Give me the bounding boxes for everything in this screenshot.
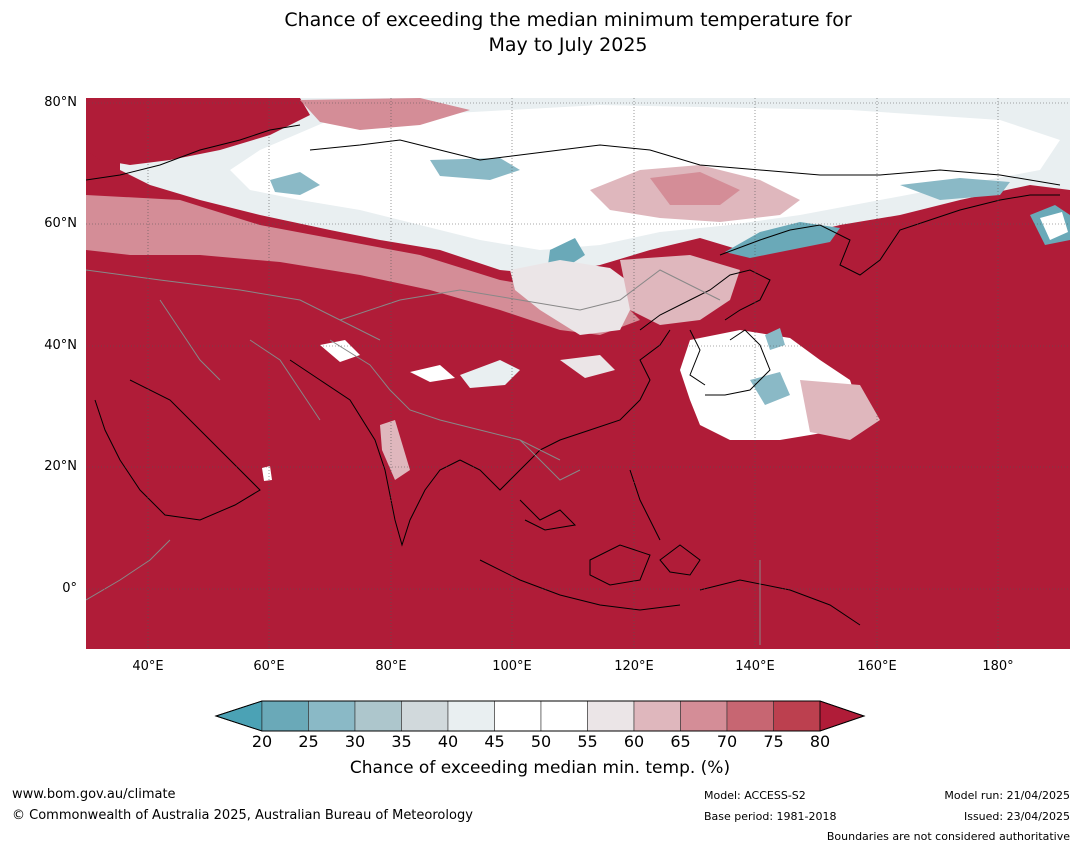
colorbar-tick-label: 45 — [484, 732, 505, 751]
coastlines — [86, 124, 1061, 626]
colorbar-swatch — [494, 700, 542, 732]
lon-label: 60°E — [253, 659, 285, 674]
teal-patch-okhotsk — [725, 222, 840, 258]
colorbar-swatch — [680, 700, 728, 732]
lon-label: 40°E — [132, 659, 164, 674]
map-area — [86, 98, 1070, 649]
colorbar-tick-label: 25 — [298, 732, 319, 751]
teal-patch-west — [270, 172, 320, 195]
teal-patch-central — [430, 158, 520, 180]
colorbar-swatch — [308, 700, 356, 732]
colorbar-swatch — [726, 700, 774, 732]
teal-patch-baikal — [548, 238, 585, 268]
colorbar-tick-label: 20 — [251, 732, 273, 751]
tibet-patch-1 — [410, 365, 455, 382]
map-title: Chance of exceeding the median minimum t… — [0, 8, 1081, 58]
title-line-2: May to July 2025 — [488, 34, 648, 56]
lon-label: 160°E — [857, 659, 897, 674]
model-run-text: Model run: 21/04/2025 — [944, 789, 1070, 802]
midlat-pink-band — [86, 195, 640, 335]
copyright-text: © Commonwealth of Australia 2025, Austra… — [12, 808, 473, 823]
colorbar — [214, 700, 866, 732]
pamir-patch — [320, 340, 360, 362]
arabia-patch — [262, 466, 272, 481]
china-patch — [560, 355, 615, 378]
colorbar-under-arrow — [214, 700, 263, 732]
colorbar-tick-label: 70 — [716, 732, 738, 751]
colorbar-swatch — [354, 700, 402, 732]
base-period-text: Base period: 1981-2018 — [704, 810, 837, 823]
manchuria-pale — [620, 255, 740, 325]
teal-patch-chukotka — [900, 178, 1010, 200]
title-line-1: Chance of exceeding the median minimum t… — [284, 9, 852, 31]
lon-label: 140°E — [735, 659, 775, 674]
colorbar-tick-label: 55 — [577, 732, 598, 751]
colorbar-tick-label: 50 — [530, 732, 552, 751]
colorbar-swatch — [447, 700, 495, 732]
colorbar-tick-label: 80 — [809, 732, 831, 751]
issued-text: Issued: 23/04/2025 — [963, 810, 1070, 823]
india-patch — [380, 420, 410, 480]
colorbar-over-arrow — [819, 700, 866, 732]
lat-label: 0° — [62, 581, 77, 596]
lat-label: 40°N — [44, 338, 77, 353]
colorbar-swatch — [587, 700, 635, 732]
lat-label: 60°N — [44, 216, 77, 231]
colorbar-swatch — [540, 700, 588, 732]
lat-label: 80°N — [44, 95, 77, 110]
lon-label: 180° — [982, 659, 1014, 674]
colorbar-tick-label: 30 — [344, 732, 366, 751]
colorbar-outline — [214, 700, 866, 732]
scandinavia-red — [86, 98, 310, 165]
colorbar-tick-label: 40 — [437, 732, 459, 751]
colorbar-swatch — [633, 700, 681, 732]
country-borders — [86, 269, 761, 645]
colorbar-swatch — [401, 700, 449, 732]
japan-teal-north — [765, 328, 785, 350]
colorbar-tick-label: 65 — [670, 732, 691, 751]
kara-pink — [300, 98, 470, 130]
disclaimer-text: Boundaries are not considered authoritat… — [826, 830, 1070, 843]
website-link[interactable]: www.bom.gov.au/climate — [12, 787, 176, 802]
lon-label: 100°E — [492, 659, 532, 674]
white-patch-bering — [1040, 212, 1068, 240]
colorbar-tick-label: 35 — [391, 732, 412, 751]
colorbar-swatch — [261, 700, 309, 732]
mongolia-pale — [510, 260, 640, 335]
lon-label: 80°E — [375, 659, 407, 674]
colorbar-tick-label: 75 — [763, 732, 784, 751]
model-text: Model: ACCESS-S2 — [704, 789, 806, 802]
tibet-patch-2 — [460, 360, 520, 388]
japan-pink-edge — [800, 380, 880, 440]
lon-label: 120°E — [614, 659, 654, 674]
lat-label: 20°N — [44, 459, 77, 474]
colorbar-swatch — [773, 700, 821, 732]
colorbar-title: Chance of exceeding median min. temp. (%… — [349, 758, 731, 778]
graticule — [86, 98, 1070, 649]
siberia-red-blotch — [650, 172, 740, 205]
colorbar-tick-label: 60 — [623, 732, 645, 751]
